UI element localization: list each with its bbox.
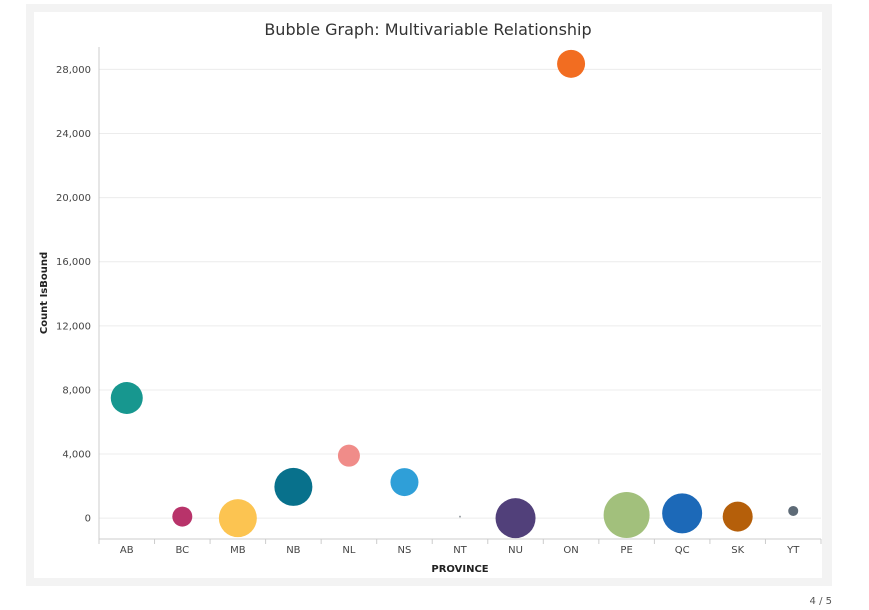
- y-tick-label: 8,000: [62, 385, 91, 396]
- x-tick-label: NS: [398, 545, 412, 556]
- x-tick-label: BC: [175, 545, 189, 556]
- bubble-sk[interactable]: [722, 501, 753, 532]
- bubble-nu[interactable]: [495, 498, 536, 539]
- chart-title: Bubble Graph: Multivariable Relationship: [264, 20, 592, 39]
- page-indicator[interactable]: 4 / 5: [809, 596, 832, 607]
- bubble-nl[interactable]: [337, 444, 360, 467]
- x-tick-label: MB: [230, 545, 246, 556]
- y-tick-label: 20,000: [56, 193, 91, 204]
- chart-card: [34, 12, 822, 578]
- bubble-qc[interactable]: [662, 493, 703, 534]
- y-tick-label: 28,000: [56, 65, 91, 76]
- bubble-on[interactable]: [557, 49, 586, 78]
- y-tick-label: 12,000: [56, 321, 91, 332]
- bubble-mb[interactable]: [218, 499, 257, 538]
- x-tick-label: YT: [786, 545, 800, 556]
- x-axis-title: PROVINCE: [431, 564, 488, 575]
- x-tick-label: QC: [675, 545, 690, 556]
- bubble-nt[interactable]: [459, 515, 461, 518]
- y-tick-label: 4,000: [62, 450, 91, 461]
- bubble-layer: [110, 49, 799, 539]
- bubble-nb[interactable]: [274, 467, 313, 506]
- x-tick-label: SK: [731, 545, 744, 556]
- y-tick-label: 24,000: [56, 129, 91, 140]
- bubble-ab[interactable]: [110, 381, 143, 414]
- x-tick-label: AB: [120, 545, 134, 556]
- bubble-yt[interactable]: [788, 505, 799, 516]
- bubble-bc[interactable]: [172, 506, 193, 527]
- y-axis-title: Count IsBound: [39, 252, 50, 334]
- y-tick-label: 0: [85, 514, 91, 525]
- axis-layer: [98, 47, 822, 544]
- x-tick-label: PE: [620, 545, 632, 556]
- y-tick-label: 16,000: [56, 257, 91, 268]
- bubble-pe[interactable]: [603, 491, 650, 538]
- bubble-ns[interactable]: [390, 468, 419, 497]
- x-tick-label: ON: [563, 545, 578, 556]
- x-tick-label: NU: [508, 545, 523, 556]
- grid-layer: [99, 68, 821, 519]
- label-layer: 0 4,000 8,000 12,000 16,000 20,000 24,000 28,00…: [39, 65, 800, 575]
- x-tick-label: NB: [286, 545, 300, 556]
- x-tick-label: NT: [453, 545, 467, 556]
- x-tick-label: NL: [342, 545, 355, 556]
